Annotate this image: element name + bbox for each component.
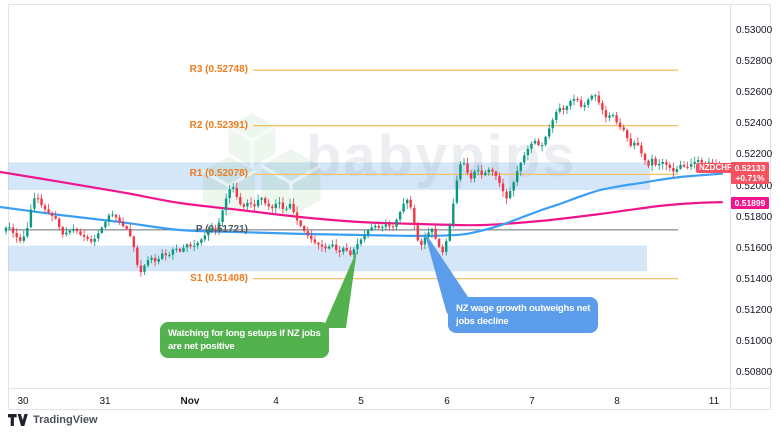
highlight-zone xyxy=(8,245,647,272)
callout-wage-growth[interactable]: NZ wage growth outweighs net jobs declin… xyxy=(448,297,599,333)
callout-long-setups[interactable]: Watching for long setups if NZ jobs are … xyxy=(160,322,329,358)
babypips-watermark-text: babypips xyxy=(306,124,577,189)
callout-tails xyxy=(323,231,470,328)
last-price-label: 0.52133 +0.71% xyxy=(731,162,769,184)
callout-wage-growth-text: NZ wage growth outweighs net jobs declin… xyxy=(456,303,591,327)
candlestick-series[interactable] xyxy=(4,91,721,277)
pivot-lines xyxy=(8,69,678,280)
callout-tail xyxy=(323,250,357,328)
ma-price-label: 0.51899 xyxy=(731,197,769,209)
tradingview-icon xyxy=(8,414,28,426)
callout-long-setups-text: Watching for long setups if NZ jobs are … xyxy=(168,328,321,352)
last-price-change: +0.71% xyxy=(735,173,765,183)
callout-tail xyxy=(424,231,470,314)
ma-fast-blue-line[interactable] xyxy=(0,172,724,238)
highlight-zone xyxy=(8,162,650,190)
last-price-value: 0.52133 xyxy=(734,163,766,173)
ma-slow-pink-line[interactable] xyxy=(0,170,724,227)
tradingview-logo-text: TradingView xyxy=(33,414,98,426)
tradingview-logo[interactable]: TradingView xyxy=(8,414,98,426)
symbol-price-flag: NZDCHF xyxy=(696,163,735,173)
support-resistance-zones[interactable] xyxy=(8,162,650,272)
chart-frame xyxy=(8,4,771,410)
